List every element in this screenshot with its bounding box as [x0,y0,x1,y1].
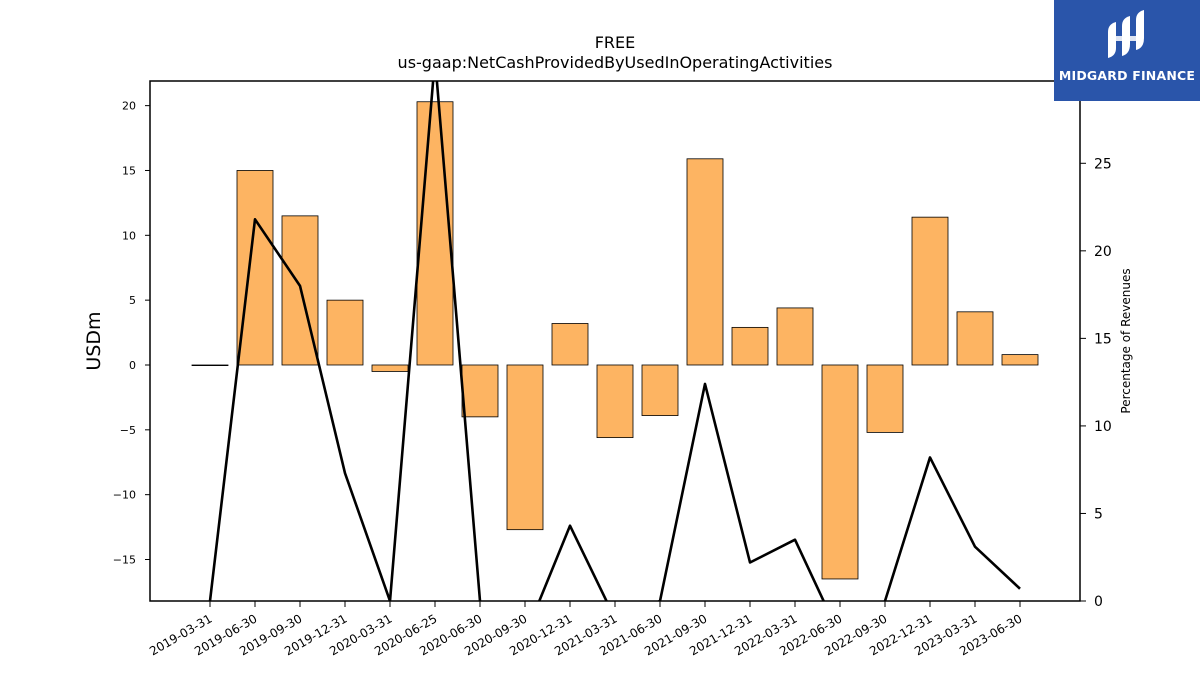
series-line [208,81,1021,601]
chart-title: FREE [595,33,636,52]
bar [236,170,274,366]
logo-text: MIDGARD FINANCE [1058,68,1196,83]
y-tick-label-left: 10 [122,229,136,242]
y-tick-label-right: 15 [1094,331,1112,347]
y-axis-label-left: USDm [83,311,105,370]
y-tick-label-right: 10 [1094,419,1112,435]
bar [596,364,634,439]
bar [461,364,499,418]
y-tick-label-left: 0 [129,359,136,372]
y-tick-label-right: 25 [1094,156,1112,172]
x-axis: 2019-03-312019-06-302019-09-302019-12-31… [147,601,1025,658]
right-axis: 0 5 10 15 20 25 [1080,156,1112,610]
y-tick-label-right: 5 [1094,506,1103,522]
bar [731,326,769,366]
chart-subtitle: us-gaap:NetCashProvidedByUsedInOperating… [398,53,833,72]
y-axis-label-right: Percentage of Revenues [1119,268,1133,413]
bar [506,364,544,531]
bar [641,364,679,416]
y-tick-label-left: 20 [122,100,136,113]
bar [326,299,364,366]
bar [371,364,409,372]
line-layer [208,81,1021,601]
bar [1001,354,1039,366]
bar [416,101,454,366]
brand-logo: MIDGARD FINANCE [1054,0,1200,101]
bar [911,216,949,366]
left-axis: −15 −10 −5 0 5 10 15 20 [113,100,150,567]
y-tick-label-right: 0 [1094,594,1103,610]
bar [191,364,229,366]
y-tick-label-left: 5 [129,294,136,307]
logo-mark-icon [1108,10,1144,58]
bar [866,364,904,433]
bar [551,323,589,366]
y-tick-label-left: −5 [120,424,136,437]
bar [686,158,724,366]
y-tick-label-left: −10 [113,489,136,502]
bar [956,311,994,366]
y-tick-label-left: 15 [122,164,136,177]
bars-layer [191,101,1039,580]
bar [821,364,859,580]
y-tick-label-left: −15 [113,554,136,567]
y-tick-label-right: 20 [1094,244,1112,260]
bar [776,307,814,366]
